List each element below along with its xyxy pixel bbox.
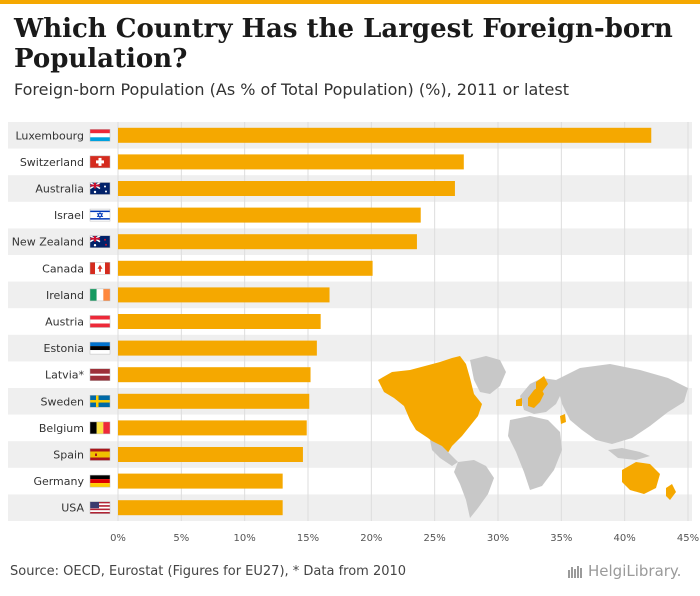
x-tick-label: 20% [360,533,382,544]
australia-flag-icon [89,181,111,195]
latvia-flag-icon [89,368,111,381]
germany-flag-icon [89,474,111,488]
estonia-flag-icon [89,341,111,355]
bar-estonia [118,340,317,356]
map-north-america [378,356,482,456]
row-band [8,441,692,468]
bar-israel [118,207,421,223]
canada-flag-icon [89,262,111,275]
x-tick-label: 30% [487,533,509,544]
world-map-icon [378,356,688,518]
row-band [8,494,692,521]
category-label: Luxembourg [15,129,84,142]
map-indonesia [608,448,650,460]
x-tick-label: 40% [614,533,636,544]
bar-new-zealand [118,234,417,250]
new-zealand-flag-icon [89,235,111,248]
bar-australia [118,181,455,196]
category-label: Austria [45,316,84,329]
bar-sweden [118,393,310,409]
category-label: Ireland [46,289,84,302]
usa-flag-icon [89,501,111,514]
category-label: Switzerland [20,156,84,169]
map-asia [556,364,688,444]
source-note: Source: OECD, Eurostat (Figures for EU27… [10,564,407,579]
map-greenland [470,356,506,394]
bar-germany [118,473,283,489]
map-ireland-highlight [516,398,522,406]
map-south-america [454,460,494,518]
map-europe-highlight [528,386,544,408]
category-label: Israel [54,209,84,222]
category-label: New Zealand [12,236,84,249]
bar-spain [118,447,303,462]
bar-ireland [118,287,330,303]
ireland-flag-icon [89,288,111,302]
category-label: Estonia [44,342,85,355]
chart-title: Which Country Has the Largest Foreign-bo… [14,14,673,74]
luxembourg-flag-icon [89,129,111,142]
bar-austria [118,314,321,329]
category-label: Spain [53,449,84,462]
map-africa [508,416,562,490]
x-tick-label: 35% [550,533,572,544]
category-label: Australia [35,183,84,196]
spain-flag-icon [89,448,111,461]
bar-switzerland [118,154,464,170]
austria-flag-icon [89,315,111,328]
bar-belgium [118,420,307,436]
map-australia [622,462,660,494]
category-label: Belgium [39,422,84,435]
row-band [8,334,692,362]
category-label: Germany [33,475,84,488]
bar-canada [118,260,373,276]
logo-text: HelgiLibrary. [588,562,682,580]
x-tick-label: 5% [173,533,189,544]
belgium-flag-icon [89,421,111,435]
x-tick-label: 10% [234,533,256,544]
category-label: USA [61,502,84,515]
row-band [8,281,692,309]
bar-usa [118,500,283,516]
library-logo-icon [568,565,582,578]
category-label: Latvia* [45,369,84,382]
switzerland-flag-icon [89,155,111,169]
bar-chart: Luxembourg Switzerland Australia Israel New … [8,122,699,544]
category-label: Sweden [41,395,84,408]
x-tick-label: 0% [110,533,126,544]
map-new-zealand [666,484,676,500]
map-israel-highlight [560,414,566,424]
category-label: Canada [42,262,84,275]
x-tick-label: 15% [297,533,319,544]
map-scandinavia-highlight [536,376,548,392]
top-accent-bar [0,0,700,4]
helgi-library-logo: HelgiLibrary. [568,562,681,580]
bar-luxembourg [118,127,652,143]
israel-flag-icon [89,208,111,222]
sweden-flag-icon [89,395,111,408]
x-tick-label: 45% [677,533,699,544]
x-tick-label: 25% [424,533,446,544]
chart-subtitle: Foreign-born Population (As % of Total P… [14,80,569,99]
map-central-america [430,440,458,466]
bar-latvia [118,367,311,383]
